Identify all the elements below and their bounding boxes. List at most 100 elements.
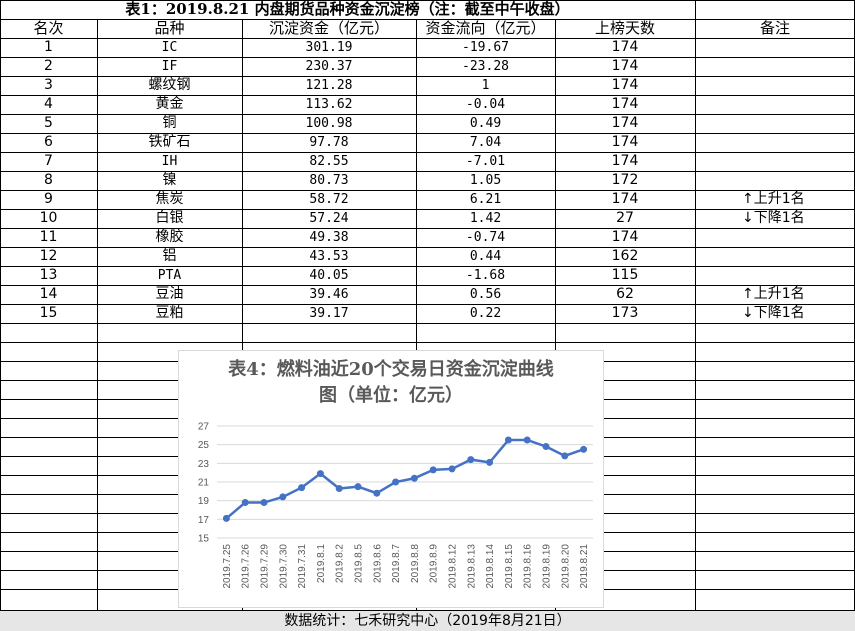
table-cell-flow: -0.04 xyxy=(465,97,506,112)
table-cell-flow: -1.68 xyxy=(465,268,506,283)
rank-change-note: ↓下降1名 xyxy=(742,305,805,321)
chart-title-line-1: 表4：燃料油近20个交易日资金沉淀曲线 xyxy=(228,359,554,380)
table-cell-flow: -23.28 xyxy=(462,59,509,74)
chart-title: 表4：燃料油近20个交易日资金沉淀曲线 图（单位：亿元） xyxy=(179,357,603,409)
table-cell-days: 174 xyxy=(611,39,639,55)
table-cell-rank: 5 xyxy=(44,115,53,131)
x-tick-label: 2019.8.6 xyxy=(372,544,383,583)
y-tick-label: 19 xyxy=(198,496,210,507)
table-cell-flow: 0.44 xyxy=(469,249,502,264)
footer-source: 数据统计：七禾研究中心（2019年8月21日） xyxy=(0,610,855,631)
data-point xyxy=(486,458,494,466)
y-tick-label: 23 xyxy=(198,459,210,470)
table-cell-flow: 0.22 xyxy=(469,306,502,321)
data-point xyxy=(467,456,475,464)
column-header: 资金流向（亿元） xyxy=(425,19,546,37)
x-tick-label: 2019.8.12 xyxy=(448,544,459,589)
data-point xyxy=(523,436,531,444)
table-cell-flow: 1.05 xyxy=(469,173,502,188)
x-tick-label: 2019.8.13 xyxy=(466,544,477,589)
table-cell-fund: 49.38 xyxy=(309,230,349,245)
x-tick-label: 2019.8.2 xyxy=(335,544,346,583)
table-cell-days: 172 xyxy=(611,172,639,188)
x-tick-label: 2019.7.30 xyxy=(278,544,289,589)
data-point xyxy=(504,436,512,444)
grid-row-line xyxy=(0,152,855,153)
table-cell-days: 173 xyxy=(611,305,639,321)
data-point xyxy=(392,478,400,486)
table-cell-flow: 7.04 xyxy=(469,135,502,150)
table-cell-fund: 113.62 xyxy=(305,97,353,112)
table-cell-fund: 100.98 xyxy=(305,116,353,131)
grid-row-line xyxy=(0,247,855,248)
table-cell-rank: 9 xyxy=(44,191,53,207)
table-cell-flow: 1.42 xyxy=(469,211,502,226)
table-cell-days: 162 xyxy=(611,248,639,264)
y-tick-label: 27 xyxy=(198,422,210,433)
grid-row-line xyxy=(0,95,855,96)
x-tick-label: 2019.8.20 xyxy=(560,544,571,589)
table-cell-days: 174 xyxy=(611,115,639,131)
table-cell-rank: 1 xyxy=(44,39,53,55)
data-point xyxy=(298,484,306,492)
x-tick-label: 2019.7.25 xyxy=(222,544,233,589)
chart-title-line-2: 图（单位：亿元） xyxy=(319,385,463,406)
table-cell-flow: 6.21 xyxy=(469,192,502,207)
table-cell-rank: 8 xyxy=(44,172,53,188)
table-cell-fund: 58.72 xyxy=(309,192,349,207)
column-header: 名次 xyxy=(33,19,64,37)
y-tick-label: 25 xyxy=(198,440,210,451)
table-cell-name: 白银 xyxy=(155,210,184,226)
table-cell-name: 橡胶 xyxy=(155,229,184,245)
rank-change-note: ↑上升1名 xyxy=(742,286,805,302)
data-point xyxy=(429,466,437,474)
data-point xyxy=(335,485,343,493)
x-tick-label: 2019.8.15 xyxy=(504,544,515,589)
grid-row-line xyxy=(0,133,855,134)
table-cell-rank: 2 xyxy=(44,58,53,74)
table-cell-fund: 39.46 xyxy=(309,287,349,302)
table-cell-flow: -0.74 xyxy=(465,230,506,245)
table-cell-name: 豆粕 xyxy=(155,305,184,321)
x-tick-label: 2019.8.16 xyxy=(523,544,534,589)
table-cell-fund: 97.78 xyxy=(309,135,349,150)
table-cell-name: 黄金 xyxy=(155,96,184,112)
data-point xyxy=(373,489,381,497)
grid-row-line xyxy=(0,57,855,58)
data-point xyxy=(241,499,249,507)
grid-row-line xyxy=(0,209,855,210)
table-cell-fund: 39.17 xyxy=(309,306,349,321)
x-tick-label: 2019.8.5 xyxy=(354,544,365,583)
data-point xyxy=(410,474,418,482)
table-cell-days: 174 xyxy=(611,229,639,245)
x-tick-label: 2019.8.21 xyxy=(579,544,590,589)
y-tick-label: 15 xyxy=(198,534,210,545)
data-point xyxy=(354,483,362,491)
y-tick-label: 21 xyxy=(198,478,210,489)
grid-row-line xyxy=(0,171,855,172)
table-cell-rank: 3 xyxy=(44,77,53,93)
table-cell-rank: 14 xyxy=(39,286,58,302)
grid-row-line xyxy=(0,114,855,115)
data-point xyxy=(448,465,456,473)
rank-change-note: ↓下降1名 xyxy=(742,210,805,226)
grid-row-line xyxy=(0,76,855,77)
table-cell-fund: 80.73 xyxy=(309,173,349,188)
table-cell-rank: 4 xyxy=(44,96,53,112)
table-cell-rank: 12 xyxy=(39,248,58,264)
table-cell-days: 62 xyxy=(616,286,634,302)
column-header: 备注 xyxy=(759,19,790,37)
grid-row-line xyxy=(0,228,855,229)
table-cell-rank: 13 xyxy=(39,267,58,283)
fuel-oil-chart: 表4：燃料油近20个交易日资金沉淀曲线 图（单位：亿元） 15 17 19 21 23 2… xyxy=(178,350,604,608)
table-cell-rank: 7 xyxy=(44,153,53,169)
table-cell-name: IF xyxy=(161,59,178,74)
y-tick-label: 17 xyxy=(198,515,210,526)
table-cell-fund: 43.53 xyxy=(309,249,349,264)
x-tick-label: 2019.7.26 xyxy=(241,544,252,589)
data-point xyxy=(561,452,569,460)
table-cell-name: IH xyxy=(161,154,178,169)
table-cell-flow: 1 xyxy=(481,78,490,93)
table-cell-fund: 301.19 xyxy=(305,40,353,55)
